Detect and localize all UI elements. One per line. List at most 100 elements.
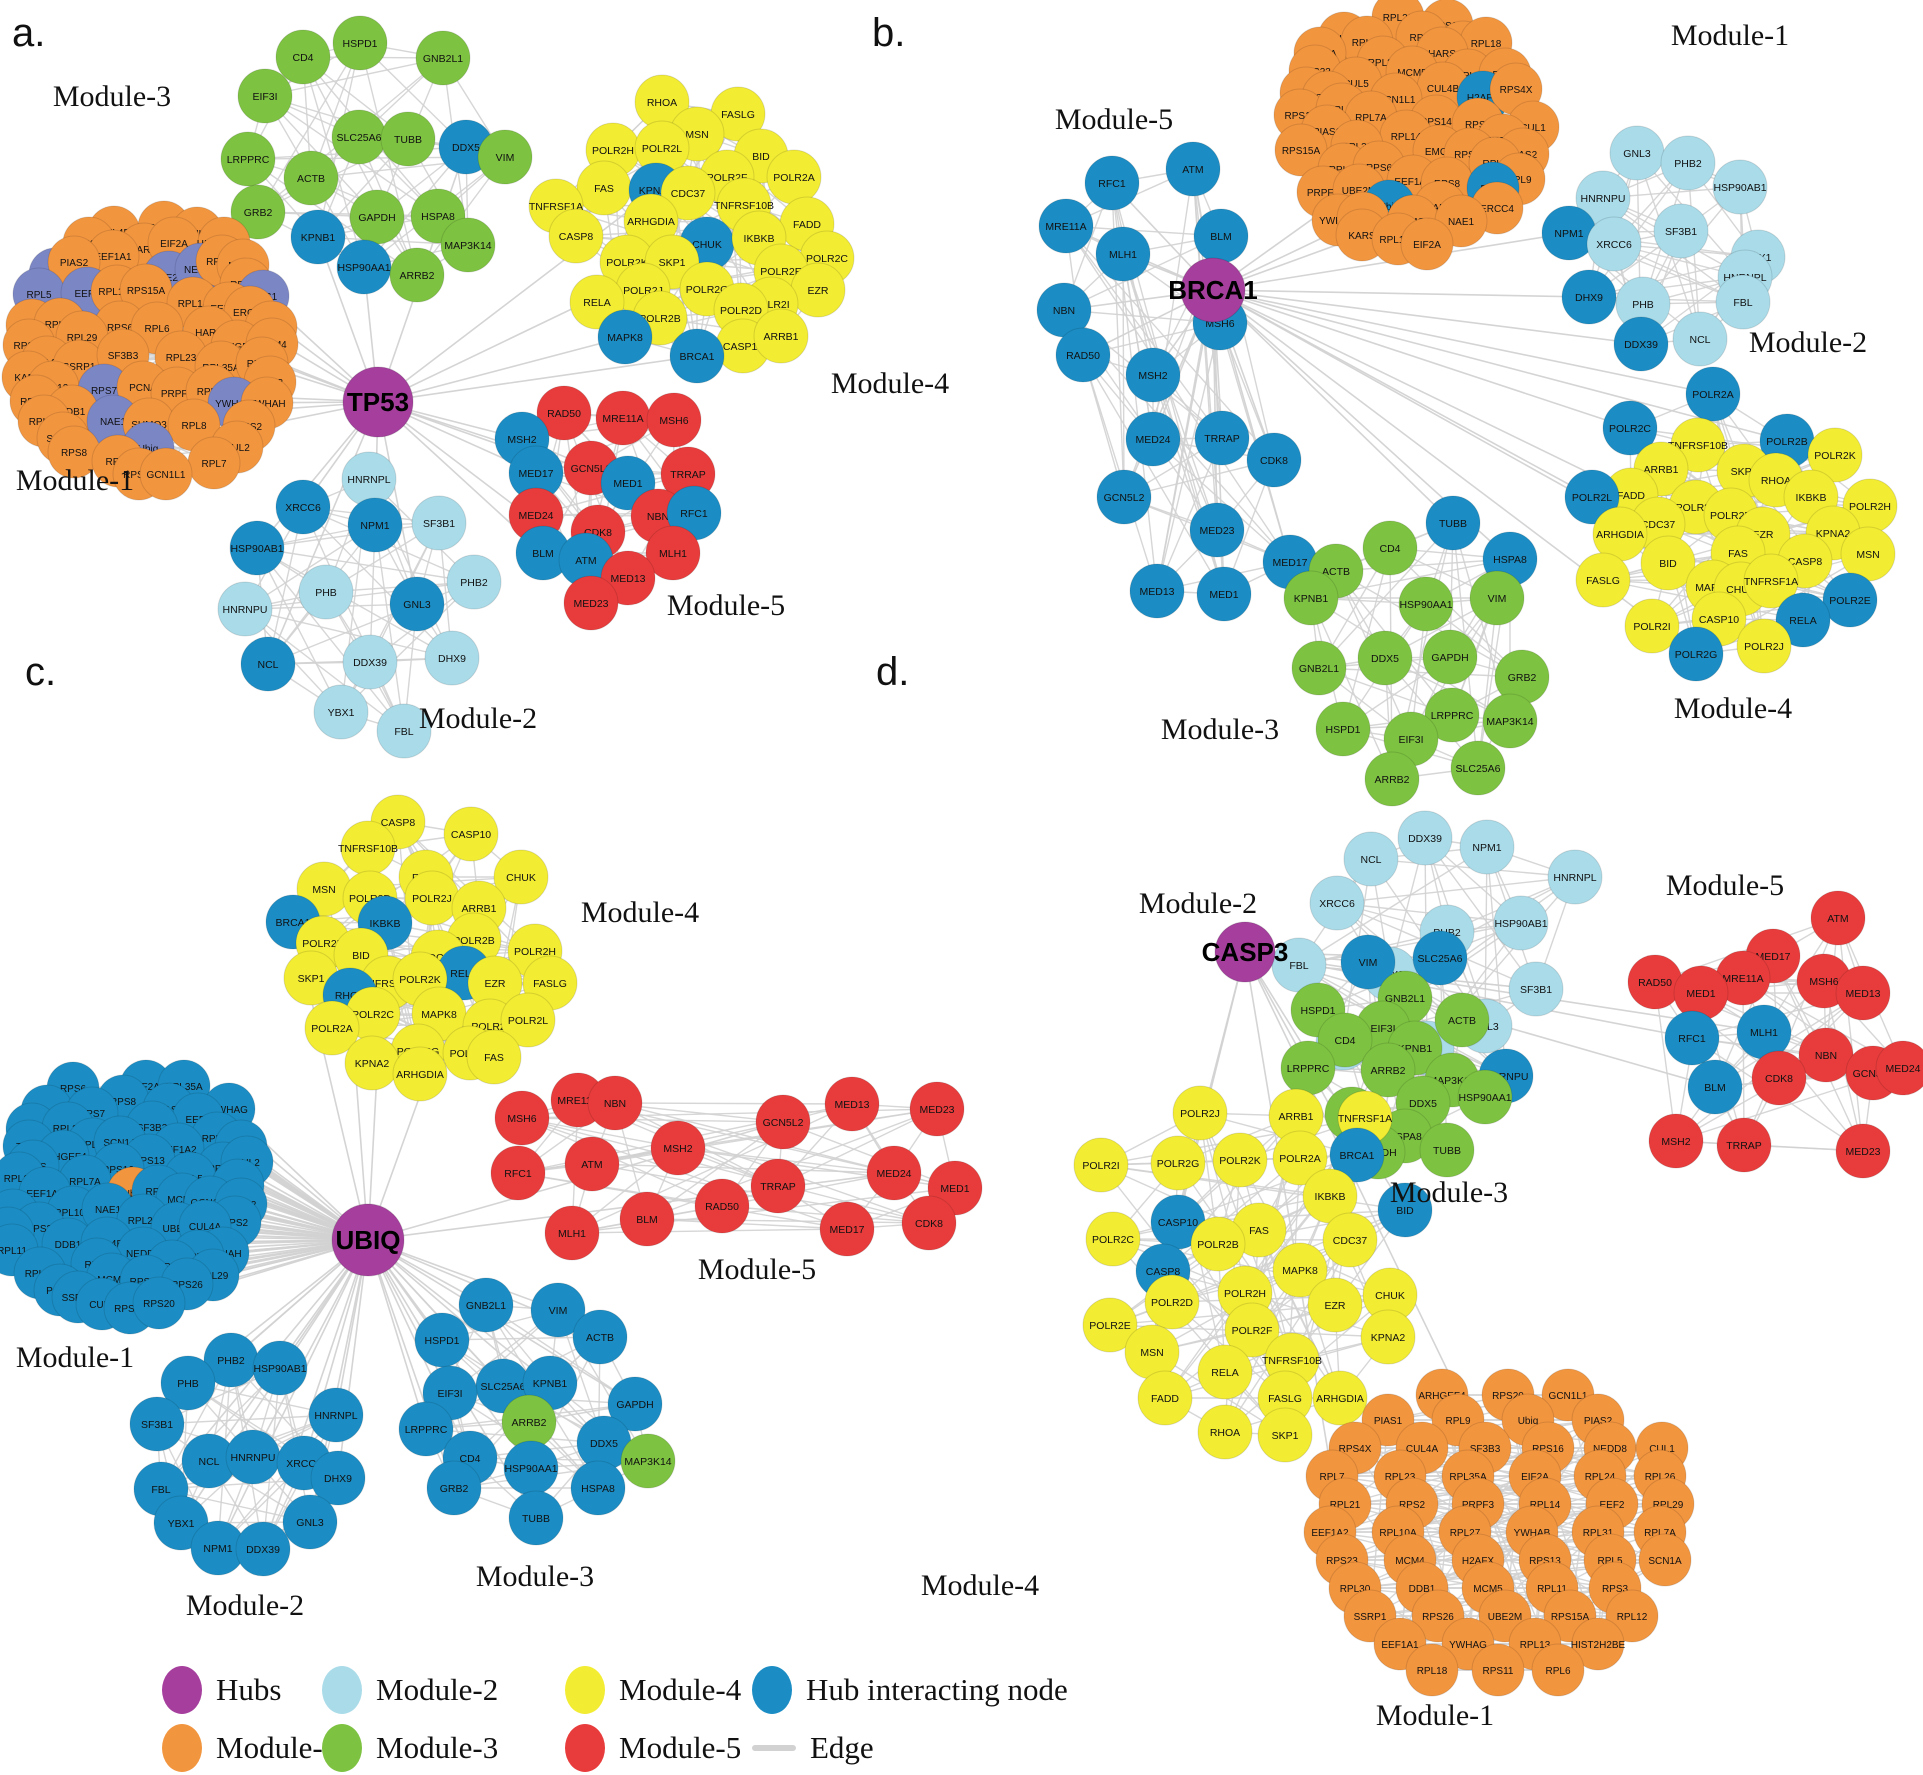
node-hnrnpl: HNRNPL [341,451,397,507]
node-hnrnpu: HNRNPU [225,1429,281,1485]
node-arhgdia: ARHGDIA [392,1046,448,1102]
module-label-c-module-1: Module-1 [16,1341,134,1374]
node-faslg: FASLG [1575,552,1631,608]
legend-item-hubs: Hubs [162,1662,281,1718]
node-arhgdia: ARHGDIA [1312,1370,1368,1426]
node-trrap: TRRAP [750,1158,806,1214]
module-label-a-module-1: Module-1 [16,464,134,497]
node-mapk8: MAPK8 [597,309,653,365]
node-dhx9: DHX9 [1561,269,1617,325]
node-casp10: CASP10 [443,806,499,862]
node-polr2g: POLR2G [1150,1135,1206,1191]
node-lrpprc: LRPPRC [1280,1040,1336,1096]
color-swatch-hi [752,1666,792,1714]
node-tubb: TUBB [508,1490,564,1546]
node-fas: FAS [466,1029,522,1085]
node-msh6: MSH6 [646,392,702,448]
node-gapdh: GAPDH [1422,629,1478,685]
node-ybx1: YBX1 [313,684,369,740]
module-label-a-module-2: Module-2 [419,702,537,735]
node-rpl7: RPL7 [187,436,241,490]
legend-label: Module-3 [376,1730,499,1765]
node-med24: MED24 [1875,1040,1923,1096]
node-sf3b1: SF3B1 [411,495,467,551]
node-polr2b: POLR2B [1190,1216,1246,1272]
node-gapdh: GAPDH [349,189,405,245]
legend-item-module-5: Module-5 [565,1720,741,1775]
node-atm: ATM [564,1136,620,1192]
node-hsp90ab1: HSP90AB1 [252,1340,308,1396]
module-label-d-module-1: Module-1 [1376,1699,1494,1732]
module-label-c-module-4: Module-4 [581,896,699,929]
node-rps20: RPS20 [132,1276,186,1330]
node-slc25a6: SLC25A6 [1450,740,1506,796]
node-polr2c: POLR2C [1085,1211,1141,1267]
node-hsp90aa1: HSP90AA1 [1457,1069,1513,1125]
module-label-d-module-5: Module-5 [1666,869,1784,902]
node-xrcc6: XRCC6 [275,479,331,535]
node-eif2a: EIF2A [1400,217,1454,271]
node-kpnb1: KPNB1 [290,209,346,265]
node-arrb1: ARRB1 [753,308,809,364]
node-polr2a: POLR2A [1685,366,1741,422]
node-mre11a: MRE11A [1038,198,1094,254]
node-ddx5: DDX5 [1357,630,1413,686]
node-hnrnpl: HNRNPL [1547,849,1603,905]
node-med1: MED1 [1196,566,1252,622]
node-rps11: RPS11 [1471,1643,1525,1697]
legend-item-module-2: Module-2 [322,1662,498,1718]
node-hsp90ab1: HSP90AB1 [1493,895,1549,951]
node-cd4: CD4 [1362,520,1418,576]
node-actb: ACTB [283,150,339,206]
node-gcn1l1: GCN1L1 [139,447,193,501]
node-ezr: EZR [790,262,846,318]
legend-label: Module-1 [216,1730,339,1765]
node-rfc1: RFC1 [490,1145,546,1201]
node-ncl: NCL [1343,831,1399,887]
node-polr2j: POLR2J [404,870,460,926]
node-ddx39: DDX39 [1613,316,1669,372]
panel-c: CASP8CASP10TNFRSF10BFADDCHUKMSNPOLR2DPOL… [0,650,983,1622]
node-hsp90aa1: HSP90AA1 [503,1440,559,1496]
module-label-d-module-3: Module-3 [1390,1176,1508,1209]
node-mre11a: MRE11A [595,390,651,446]
node-hspd1: HSPD1 [332,15,388,71]
panel-b: RFC1ATMMRE11ABLMMLH1NBNMSH6RAD50MSH2MED2… [872,0,1898,807]
node-cd4: CD4 [275,29,331,85]
color-swatch-m5 [565,1724,605,1772]
node-cdk8: CDK8 [1246,432,1302,488]
node-ezr: EZR [1307,1277,1363,1333]
node-eif3i: EIF3I [237,68,293,124]
node-rpl18: RPL18 [1405,1643,1459,1697]
node-msh2: MSH2 [650,1120,706,1176]
hub-node-brca1: BRCA1 [1168,257,1258,323]
node-polr2e: POLR2E [1822,572,1878,628]
node-arrb2: ARRB2 [389,247,445,303]
panel-letter-b: b. [872,11,905,55]
node-gcn5l2: GCN5L2 [755,1094,811,1150]
node-sf3b1: SF3B1 [1653,203,1709,259]
panel-letter-a: a. [12,11,45,55]
node-cdk8: CDK8 [1751,1050,1807,1106]
legend-label: Module-2 [376,1672,499,1707]
node-fas: FAS [576,160,632,216]
hub-label: TP53 [347,387,409,417]
node-npm1: NPM1 [1459,819,1515,875]
node-phb: PHB [298,564,354,620]
module-label-c-module-5: Module-5 [698,1253,816,1286]
node-phb2: PHB2 [1660,135,1716,191]
node-msh2: MSH2 [1648,1113,1704,1169]
node-polr2j: POLR2J [1736,618,1792,674]
panel-letter-c: c. [25,650,56,694]
module-label-c-module-2: Module-2 [186,1589,304,1622]
module-label-b-module-1: Module-1 [1671,19,1789,52]
panel-d: DDX39NPM1NCLHNRNPLXRCC6PHB2HSP90AB1FBLDH… [876,650,1923,1732]
node-actb: ACTB [572,1309,628,1365]
node-med17: MED17 [819,1201,875,1257]
color-swatch-m3 [322,1724,362,1772]
module-label-a-module-4: Module-4 [831,367,949,400]
node-atm: ATM [1810,890,1866,946]
node-gnb2l1: GNB2L1 [458,1277,514,1333]
